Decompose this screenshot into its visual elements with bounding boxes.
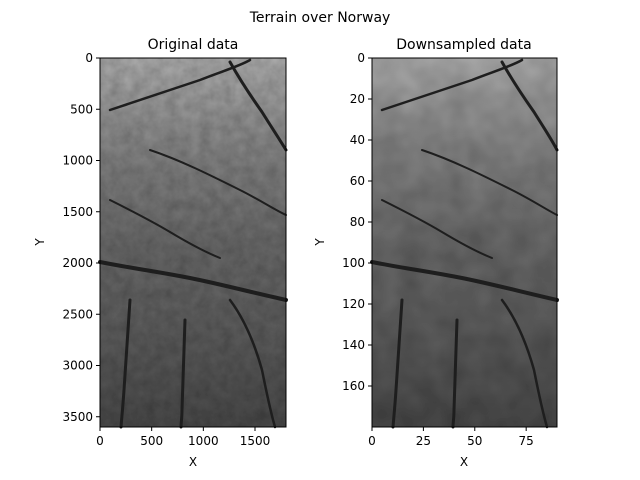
x-tick-label: 75	[519, 434, 534, 448]
y-tick-label: 140	[342, 338, 365, 352]
y-tick-label: 3500	[62, 410, 93, 424]
panel-downsampled-x-ticks: 0 25 50 75	[368, 427, 534, 448]
panel-original-ylabel: Y	[33, 238, 47, 247]
panel-original-y-ticks: 0 500 1000 1500 2000 2500 3000 3500	[62, 51, 100, 424]
panel-original-title: Original data	[148, 37, 239, 53]
y-tick-label: 1500	[62, 205, 93, 219]
panel-downsampled-ylabel: Y	[313, 238, 327, 247]
panel-original-xlabel: X	[189, 455, 197, 469]
x-tick-label: 0	[368, 434, 376, 448]
x-tick-label: 1500	[240, 434, 271, 448]
x-tick-label: 0	[96, 434, 104, 448]
x-tick-label: 50	[467, 434, 482, 448]
panel-downsampled-y-ticks: 0 20 40 60 80 100 120 140 160	[342, 51, 372, 393]
y-tick-label: 80	[350, 215, 365, 229]
x-tick-label: 25	[416, 434, 431, 448]
y-tick-label: 2500	[62, 307, 93, 321]
y-tick-label: 20	[350, 92, 365, 106]
y-tick-label: 2000	[62, 256, 93, 270]
x-tick-label: 1000	[188, 434, 219, 448]
figure-suptitle: Terrain over Norway	[249, 10, 391, 26]
panel-downsampled-title: Downsampled data	[396, 37, 531, 53]
y-tick-label: 0	[357, 51, 365, 65]
panel-original: Original data 0 500 1000 1500 0 500 1000 1500 2…	[33, 37, 288, 469]
panel-downsampled: Downsampled data 0 25 50 75 0 20 40 60 80 100 120…	[313, 37, 559, 469]
y-tick-label: 3000	[62, 359, 93, 373]
y-tick-label: 120	[342, 297, 365, 311]
panel-original-image	[98, 57, 288, 429]
y-tick-label: 500	[70, 102, 93, 116]
panel-original-x-ticks: 0 500 1000 1500	[96, 427, 270, 448]
y-tick-label: 40	[350, 133, 365, 147]
y-tick-label: 160	[342, 379, 365, 393]
x-tick-label: 500	[140, 434, 163, 448]
panel-downsampled-image	[370, 57, 559, 429]
panel-downsampled-xlabel: X	[460, 455, 468, 469]
y-tick-label: 0	[85, 51, 93, 65]
y-tick-label: 60	[350, 174, 365, 188]
y-tick-label: 1000	[62, 154, 93, 168]
y-tick-label: 100	[342, 256, 365, 270]
